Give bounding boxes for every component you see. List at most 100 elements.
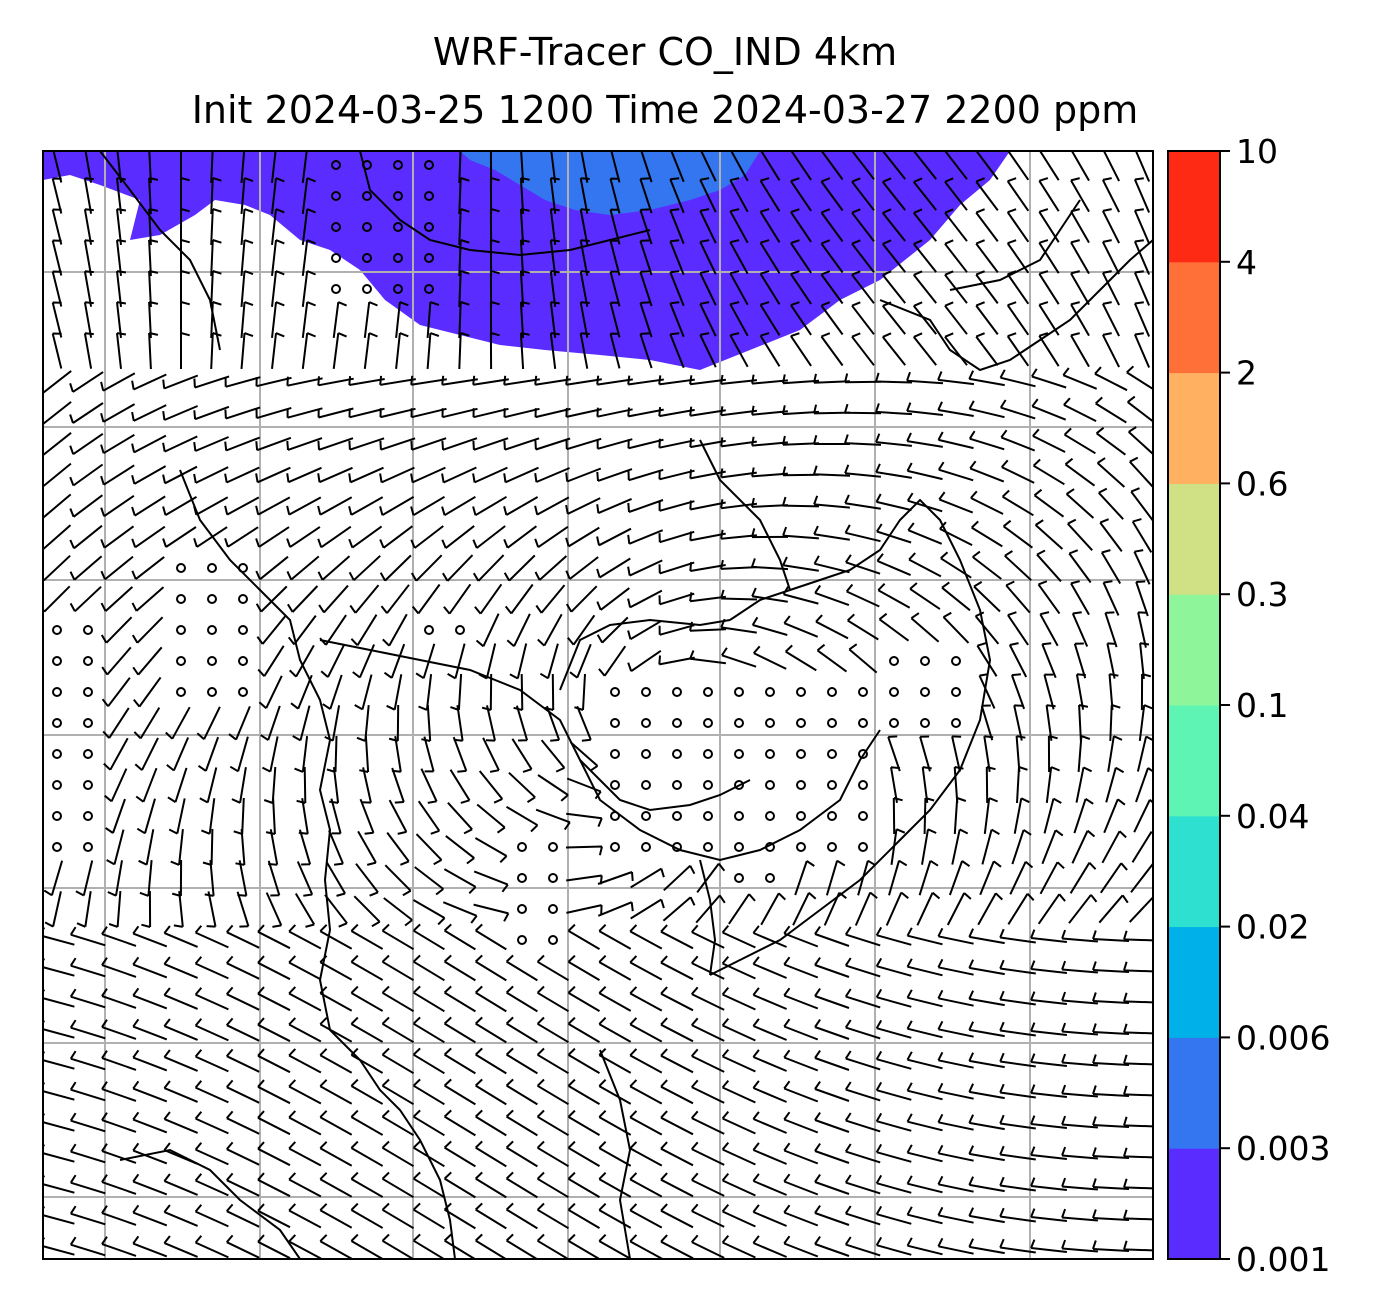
wind-barb — [1041, 642, 1057, 679]
wind-barb — [101, 1236, 137, 1257]
wind-barb — [598, 1016, 632, 1043]
wind-barb — [598, 645, 627, 677]
wind-barb — [135, 767, 158, 803]
calm-marker — [827, 811, 837, 821]
wind-barb — [194, 1111, 229, 1135]
wind-barb — [383, 897, 413, 927]
wind-barb — [1123, 1054, 1153, 1066]
wind-barb — [132, 1018, 168, 1041]
wind-barb — [567, 1202, 601, 1229]
wind-barb — [751, 616, 788, 636]
tracer-plume-0.003 — [460, 151, 760, 215]
wind-barb — [108, 891, 122, 928]
wind-barb — [537, 613, 563, 647]
wind-barb — [288, 1234, 322, 1259]
wind-barb — [100, 494, 135, 518]
wind-barb — [549, 332, 560, 370]
wind-barb — [565, 467, 602, 483]
wind-barb — [231, 767, 247, 804]
calm-marker — [796, 749, 806, 759]
wind-barb — [783, 925, 819, 948]
wind-barb — [478, 643, 497, 680]
colorbar-segment — [1168, 926, 1220, 1038]
wind-barb — [326, 861, 346, 897]
wind-barb — [475, 1109, 507, 1137]
wind-barb — [974, 611, 1000, 645]
calm-marker — [610, 811, 620, 821]
calm-marker — [393, 253, 403, 263]
wind-barb — [689, 469, 726, 480]
wind-barb — [52, 151, 63, 183]
wind-barb — [162, 374, 199, 390]
wind-barb — [844, 957, 881, 978]
wind-barb — [627, 649, 662, 673]
wind-barb — [596, 438, 633, 450]
wind-barb — [1032, 428, 1066, 453]
wind-barb — [224, 526, 259, 548]
wind-barb — [69, 957, 106, 978]
wind-barb — [1140, 673, 1152, 711]
wind-barb — [908, 552, 942, 578]
wind-barb — [458, 270, 470, 308]
colorbar-tick-label: 0.6 — [1236, 464, 1288, 503]
wind-barb — [132, 925, 168, 948]
wind-barb — [180, 301, 190, 338]
wind-barb — [162, 435, 198, 453]
wind-barb — [609, 208, 621, 245]
wind-barb — [999, 1238, 1036, 1254]
wind-barb — [1133, 549, 1151, 585]
wind-barb — [751, 436, 788, 447]
wind-barb — [51, 177, 63, 214]
wind-barb — [69, 926, 106, 947]
wind-barb — [689, 621, 727, 632]
colorbar-tick-label: 0.1 — [1236, 686, 1288, 725]
wind-barb — [44, 891, 62, 928]
wind-barb — [752, 925, 787, 948]
wind-barb — [319, 1048, 353, 1074]
calm-marker — [827, 718, 837, 728]
wind-barb — [318, 584, 349, 614]
colorbar-tick-label: 0.001 — [1236, 1240, 1330, 1279]
wind-barb — [255, 406, 292, 420]
wind-barb — [441, 466, 477, 484]
wind-barb — [505, 805, 539, 833]
wind-barb — [669, 239, 685, 276]
wind-barb — [906, 1206, 943, 1225]
wind-barb — [536, 954, 569, 982]
wind-barb — [630, 898, 665, 920]
wind-barb — [913, 151, 937, 180]
wind-barb — [443, 1109, 476, 1137]
wind-barb — [1061, 1115, 1098, 1129]
wind-barb — [975, 208, 999, 242]
wind-barb — [134, 737, 159, 771]
wind-barb — [1016, 766, 1028, 804]
wind-barb — [474, 837, 508, 864]
calm-marker — [238, 656, 248, 666]
wind-barb — [443, 1078, 476, 1106]
wind-barb — [973, 581, 1001, 613]
wind-barb — [458, 208, 470, 246]
wind-barb — [1094, 366, 1128, 392]
wind-barb — [906, 432, 943, 448]
calm-marker — [610, 687, 620, 697]
calm-marker — [858, 749, 868, 759]
wind-barb — [534, 525, 569, 549]
wind-barb — [783, 956, 819, 979]
wind-barb — [503, 375, 540, 386]
calm-marker — [393, 160, 403, 170]
wind-barb — [535, 584, 566, 614]
wind-barb — [1099, 862, 1128, 894]
wind-barb — [1098, 894, 1129, 924]
wind-barb — [999, 1052, 1036, 1068]
wind-barb — [658, 500, 695, 512]
wind-barb — [257, 986, 291, 1012]
wind-barb — [194, 1173, 229, 1197]
wind-barb — [627, 619, 663, 641]
wind-barb — [968, 1052, 1005, 1069]
wind-barb — [257, 1017, 291, 1043]
wind-barb — [240, 208, 254, 245]
wind-barb — [598, 1047, 632, 1074]
wind-barb — [194, 925, 229, 949]
calm-marker — [703, 780, 713, 790]
wind-barb — [983, 797, 998, 835]
